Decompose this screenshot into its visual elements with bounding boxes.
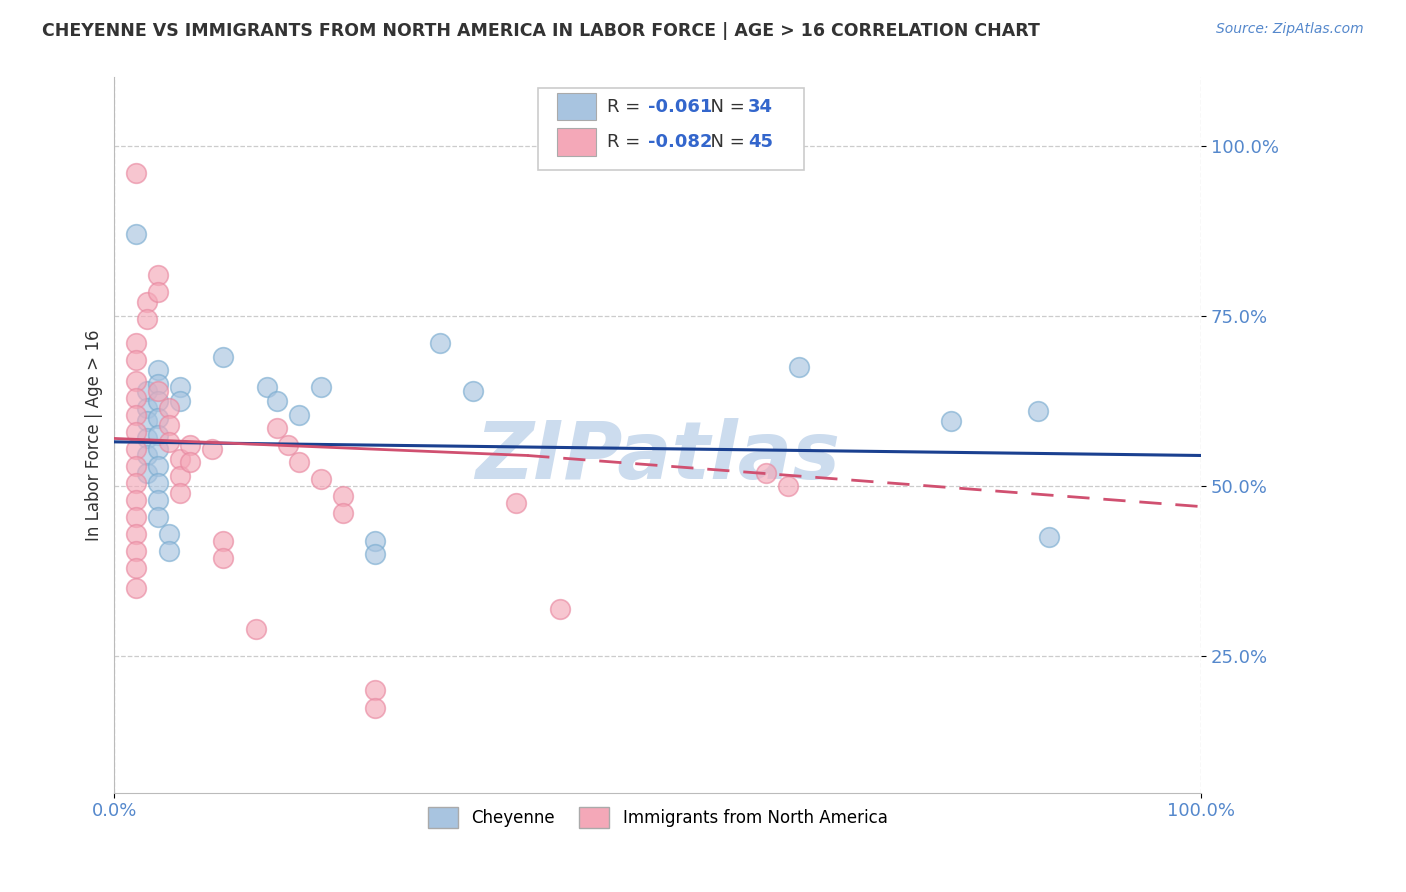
Y-axis label: In Labor Force | Age > 16: In Labor Force | Age > 16 (86, 329, 103, 541)
Point (125, 408, 148, 422)
Point (212, 533, 235, 548)
Point (136, 449, 159, 463)
Point (146, 376, 169, 391)
Point (136, 414, 159, 428)
Point (256, 380, 278, 394)
Point (277, 438, 299, 452)
Point (288, 455, 311, 469)
Point (157, 417, 180, 432)
Text: Source: ZipAtlas.com: Source: ZipAtlas.com (1216, 22, 1364, 37)
Point (1026, 404, 1049, 418)
Point (125, 475, 148, 490)
Point (169, 451, 191, 466)
Point (332, 489, 354, 503)
Point (125, 227, 148, 241)
Text: ZIPatlas: ZIPatlas (475, 417, 841, 495)
Point (364, 533, 387, 548)
Point (169, 380, 191, 394)
Point (125, 353, 148, 368)
Point (266, 394, 288, 409)
Point (146, 458, 169, 473)
Point (136, 401, 159, 415)
Point (309, 472, 332, 486)
Point (169, 394, 191, 409)
Point (157, 544, 180, 558)
Point (309, 380, 332, 394)
Point (146, 428, 169, 442)
Point (1038, 530, 1060, 544)
Point (157, 526, 180, 541)
Point (136, 295, 159, 310)
FancyBboxPatch shape (538, 88, 804, 170)
Point (364, 547, 387, 561)
Point (776, 479, 799, 493)
Point (461, 384, 484, 398)
Point (125, 166, 148, 180)
Point (136, 384, 159, 398)
Point (429, 336, 451, 351)
Point (201, 442, 224, 456)
Point (125, 526, 148, 541)
Text: CHEYENNE VS IMMIGRANTS FROM NORTH AMERICA IN LABOR FORCE | AGE > 16 CORRELATION : CHEYENNE VS IMMIGRANTS FROM NORTH AMERIC… (42, 22, 1040, 40)
Point (125, 492, 148, 507)
Point (505, 496, 527, 510)
Point (125, 442, 148, 456)
Point (125, 544, 148, 558)
Point (125, 582, 148, 596)
Point (245, 622, 267, 636)
Point (146, 285, 169, 299)
Text: 34: 34 (748, 98, 773, 116)
FancyBboxPatch shape (557, 93, 596, 120)
Point (125, 458, 148, 473)
FancyBboxPatch shape (557, 128, 596, 155)
Point (332, 507, 354, 521)
Point (146, 363, 169, 377)
Point (169, 469, 191, 483)
Point (157, 434, 180, 449)
Text: N =: N = (699, 98, 751, 116)
Point (125, 374, 148, 388)
Point (212, 350, 235, 364)
Point (146, 411, 169, 425)
Point (212, 550, 235, 565)
Legend: Cheyenne, Immigrants from North America: Cheyenne, Immigrants from North America (420, 801, 894, 834)
Point (125, 425, 148, 439)
Text: -0.061: -0.061 (648, 98, 713, 116)
Text: R =: R = (606, 133, 645, 151)
Text: -0.082: -0.082 (648, 133, 713, 151)
Point (169, 486, 191, 500)
Point (939, 414, 962, 428)
Point (288, 408, 311, 422)
Point (136, 312, 159, 326)
Point (179, 455, 201, 469)
Point (364, 700, 387, 714)
Point (146, 492, 169, 507)
Point (125, 561, 148, 575)
Point (364, 683, 387, 698)
Point (125, 391, 148, 405)
Point (136, 466, 159, 480)
Point (146, 394, 169, 409)
Text: N =: N = (699, 133, 751, 151)
Point (146, 442, 169, 456)
Point (125, 509, 148, 524)
Point (755, 466, 778, 480)
Point (146, 509, 169, 524)
Text: R =: R = (606, 98, 645, 116)
Point (136, 432, 159, 446)
Point (146, 384, 169, 398)
Point (787, 359, 810, 374)
Text: 45: 45 (748, 133, 773, 151)
Point (125, 336, 148, 351)
Point (146, 475, 169, 490)
Point (157, 401, 180, 415)
Point (548, 601, 571, 615)
Point (146, 268, 169, 282)
Point (179, 438, 201, 452)
Point (266, 421, 288, 435)
